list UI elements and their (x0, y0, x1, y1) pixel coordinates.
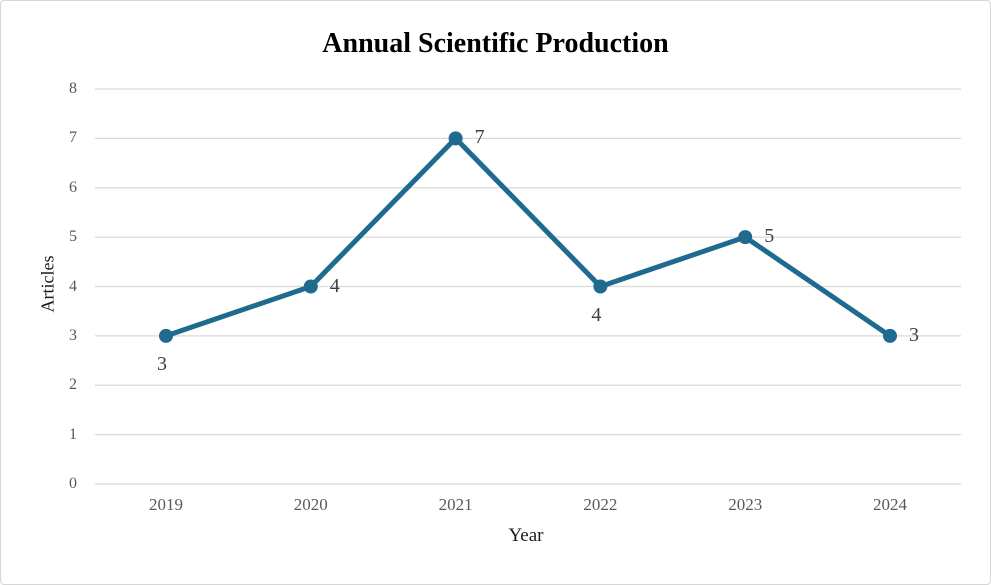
data-point-label: 7 (474, 126, 485, 149)
x-tick-label: 2022 (583, 495, 618, 514)
series-line (163, 135, 893, 339)
x-tick-label: 2023 (728, 495, 763, 514)
y-tick-label: 6 (69, 178, 77, 196)
y-tick-label: 8 (69, 80, 77, 97)
data-point-label: 4 (591, 303, 602, 326)
y-tick-label: 7 (69, 129, 77, 147)
x-tick-label: 2021 (438, 495, 473, 514)
data-point-marker (738, 230, 753, 245)
x-tick-label: 2024 (873, 495, 907, 514)
data-point-marker (448, 131, 463, 146)
data-point-marker (159, 328, 173, 343)
y-tick-label: 5 (69, 228, 77, 246)
x-tick-label: 2020 (293, 495, 328, 514)
data-point-label: 5 (764, 225, 775, 248)
chart-title: Annual Scientific Production (322, 28, 669, 59)
data-point-marker (303, 279, 318, 294)
y-tick-label: 1 (69, 425, 77, 443)
data-point-label: 3 (909, 323, 919, 346)
x-axis-title: Year (508, 525, 544, 546)
y-tick-label: 0 (69, 475, 77, 492)
data-point-marker (593, 279, 608, 294)
data-point-label: 3 (157, 352, 167, 375)
y-tick-label: 4 (69, 277, 77, 295)
x-tick-label: 2019 (149, 495, 183, 514)
y-tick-label: 3 (69, 326, 77, 344)
y-tick-label: 2 (69, 376, 77, 394)
data-point-label: 4 (329, 274, 340, 297)
data-point-marker (883, 328, 897, 343)
